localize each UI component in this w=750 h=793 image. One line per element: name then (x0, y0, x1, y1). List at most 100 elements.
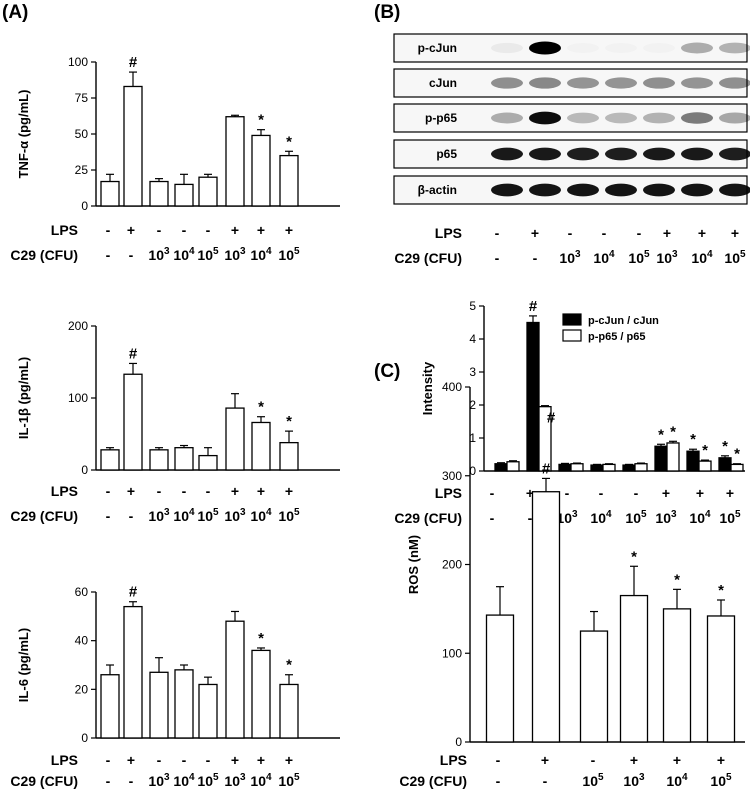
blot-band (567, 147, 599, 161)
blot-band (719, 42, 750, 54)
bar (100, 449, 120, 471)
blot-band (681, 42, 713, 54)
y-tick-label: 60 (75, 585, 89, 599)
significance-star: * (258, 112, 264, 129)
c29-dose-base: 10 (582, 773, 598, 789)
c29-dose: - (106, 508, 111, 524)
significance-hash: # (547, 410, 556, 427)
significance-star: * (286, 657, 292, 674)
lps-sign: + (231, 752, 239, 768)
bar (149, 449, 169, 471)
c29-dose: 103 (623, 772, 645, 789)
bar (494, 463, 508, 472)
c29-dose-base: - (495, 250, 500, 266)
c29-dose-exponent: 3 (240, 507, 246, 518)
lps-sign: - (490, 485, 495, 501)
c29-dose: 104 (173, 507, 195, 524)
c29-dose-base: 10 (224, 508, 240, 524)
c29-row-label: C29 (CFU) (10, 247, 78, 263)
blot-band (643, 112, 675, 124)
blot-band (719, 183, 750, 197)
c29-dose: - (543, 773, 548, 789)
blot-band (605, 147, 637, 161)
bar (100, 180, 120, 207)
c29-dose-base: 10 (689, 510, 705, 526)
y-tick-label: 0 (81, 463, 88, 477)
significance-hash: # (529, 298, 538, 315)
blot-band (529, 183, 561, 197)
blot-band (491, 147, 523, 161)
c29-dose: 105 (710, 772, 732, 789)
c29-dose-base: 10 (278, 508, 294, 524)
c29-dose: - (495, 250, 500, 266)
bar (123, 85, 143, 207)
lps-sign: - (106, 483, 111, 499)
c29-dose-exponent: 3 (672, 249, 678, 260)
c29-dose: 103 (559, 249, 581, 266)
bar (686, 450, 700, 472)
lps-sign: - (206, 483, 211, 499)
significance-star: * (258, 630, 264, 647)
c29-dose-base: - (129, 508, 134, 524)
significance-star: * (690, 431, 696, 448)
c29-dose: 105 (278, 507, 300, 524)
lps-row-label: LPS (51, 222, 78, 238)
c29-dose-base: 10 (628, 250, 644, 266)
c29-dose-base: - (528, 510, 533, 526)
lps-sign: - (565, 485, 570, 501)
c29-dose-base: 10 (590, 510, 606, 526)
bar (698, 460, 712, 472)
c29-dose-base: 10 (173, 508, 189, 524)
blot-band (491, 183, 523, 197)
significance-star: * (718, 582, 724, 599)
y-tick-label: 100 (442, 646, 462, 660)
bar (662, 608, 692, 743)
lps-sign: - (157, 483, 162, 499)
c29-dose-base: 10 (278, 773, 294, 789)
c29-dose: 104 (250, 246, 272, 263)
c29-dose: 103 (148, 507, 170, 524)
y-tick-label: 400 (442, 380, 462, 394)
y-tick-label: 4 (469, 332, 476, 346)
lps-row-label: LPS (51, 483, 78, 499)
bar (619, 594, 649, 743)
y-axis-label: TNF-α (pg/mL) (16, 90, 31, 179)
bar (590, 464, 604, 472)
bar (654, 445, 668, 472)
c29-dose: 103 (148, 772, 170, 789)
lps-sign: + (698, 225, 706, 241)
c29-dose: 103 (556, 509, 578, 526)
bar (123, 373, 143, 471)
c29-dose-exponent: 4 (682, 772, 688, 783)
c29-dose-base: 10 (559, 250, 575, 266)
bar (251, 649, 271, 739)
panel-label-b: (B) (374, 2, 400, 23)
bar (730, 463, 744, 472)
c29-dose: 103 (148, 246, 170, 263)
c29-dose-exponent: 5 (598, 772, 604, 783)
lps-sign: - (182, 752, 187, 768)
lps-sign: - (206, 752, 211, 768)
significance-star: * (722, 438, 728, 455)
blot-band (719, 112, 750, 124)
bar (198, 454, 218, 471)
c29-dose: - (106, 773, 111, 789)
c29-dose-base: 10 (655, 510, 671, 526)
legend-swatch (562, 329, 582, 342)
y-axis-label: IL-6 (pg/mL) (16, 628, 31, 702)
c29-dose-exponent: 4 (266, 772, 272, 783)
lps-sign: - (591, 752, 596, 768)
y-tick-label: 200 (68, 319, 88, 333)
blot-band (605, 112, 637, 124)
c29-dose-base: 10 (197, 773, 213, 789)
c29-dose-exponent: 5 (294, 507, 300, 518)
legend-label: p-cJun / cJun (588, 315, 659, 327)
y-tick-label: 0 (81, 731, 88, 745)
lps-row-label: LPS (435, 225, 462, 241)
bar (279, 154, 299, 207)
significance-star: * (702, 442, 708, 459)
c29-dose-exponent: 3 (164, 507, 170, 518)
lps-sign: - (599, 485, 604, 501)
bar (174, 669, 194, 739)
